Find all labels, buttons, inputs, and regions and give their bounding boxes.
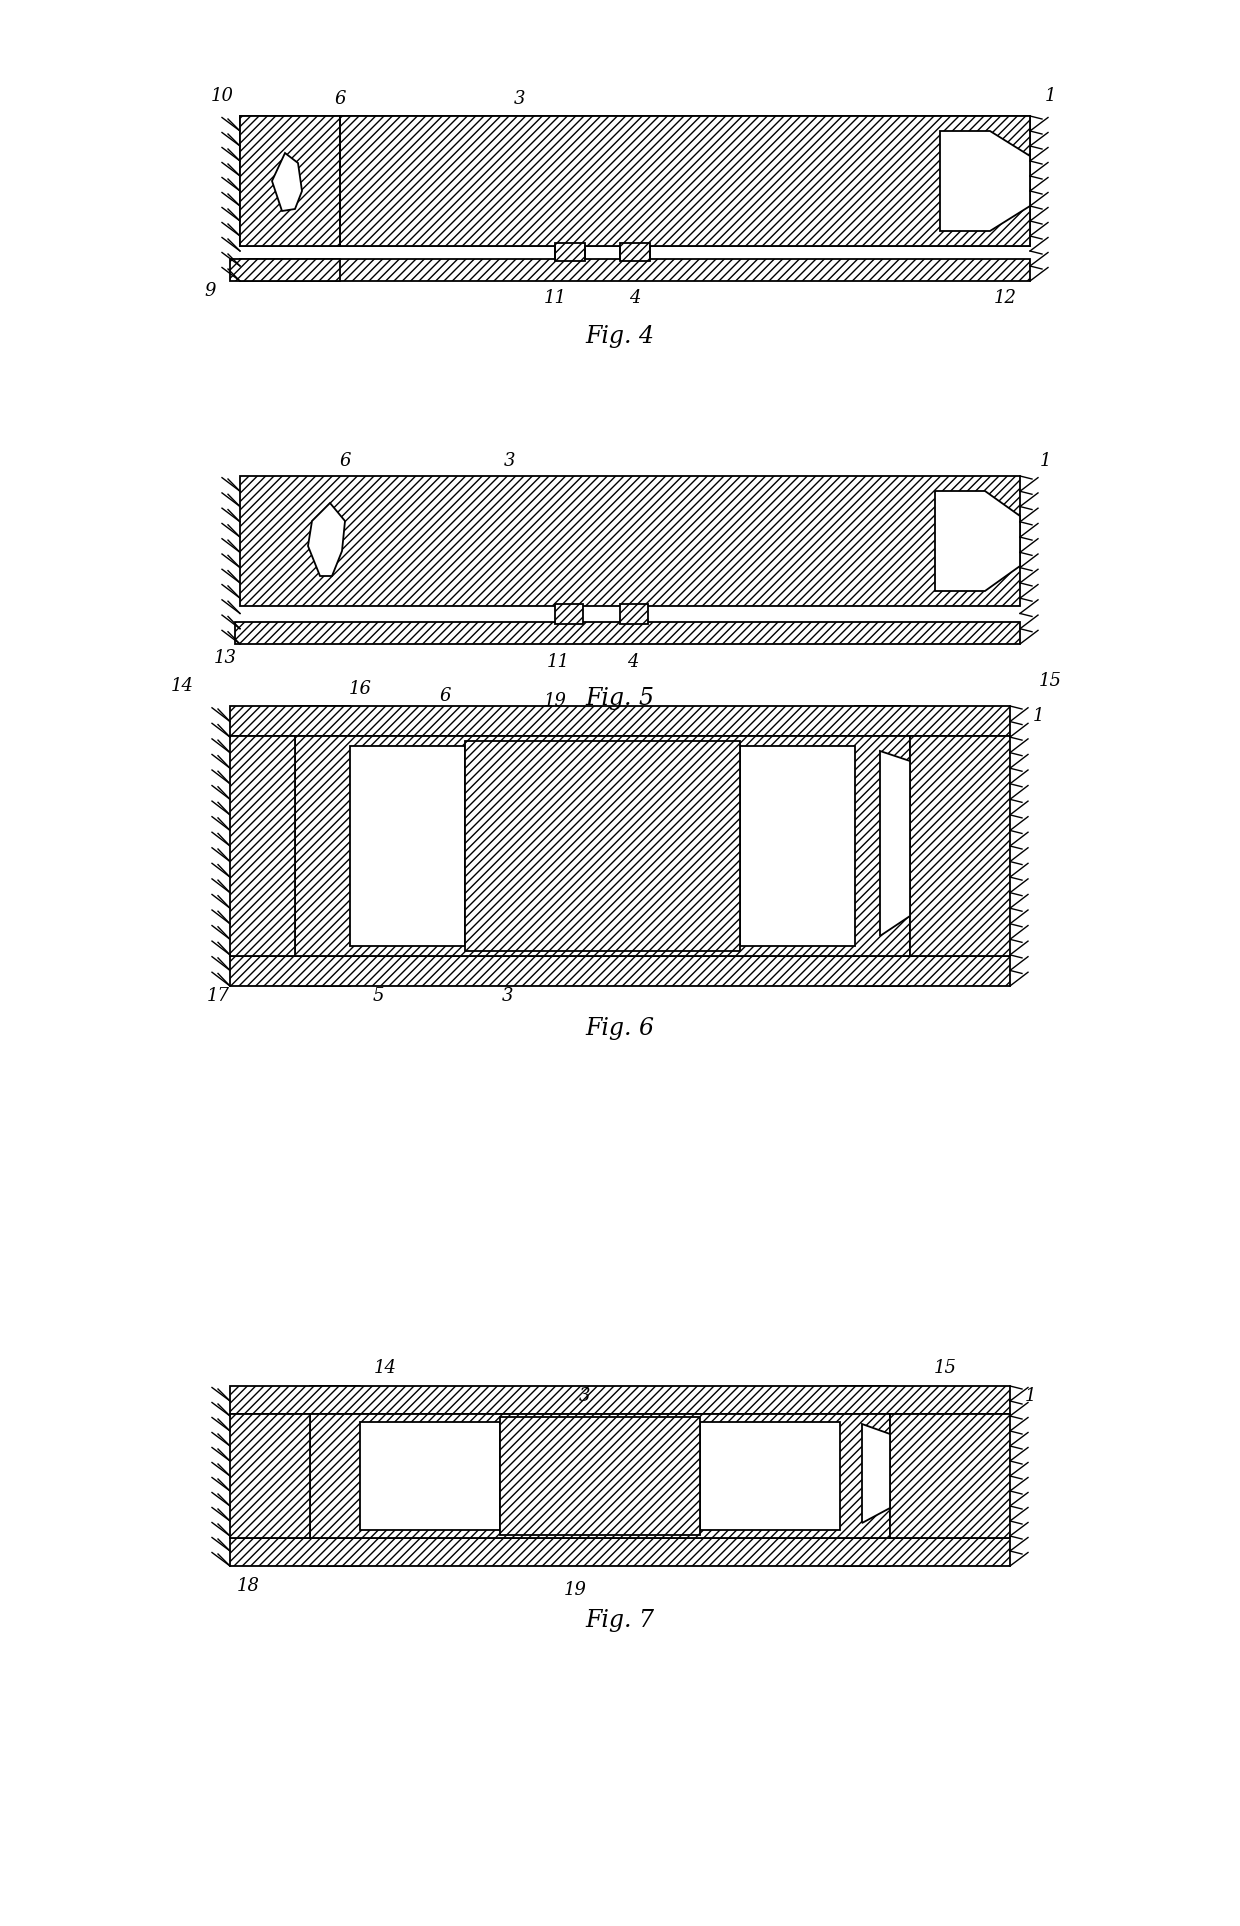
Bar [500,1418,701,1535]
Text: 10: 10 [211,87,233,106]
Text: 11: 11 [547,653,569,670]
Bar [241,116,340,247]
Text: 19: 19 [563,1581,587,1599]
Polygon shape [880,751,910,936]
Bar [229,955,1011,986]
Polygon shape [272,152,303,212]
Bar [229,736,295,955]
Bar [241,476,1021,607]
Bar [229,1414,310,1539]
Bar [350,745,465,946]
Text: 14: 14 [373,1360,397,1377]
Bar [360,1421,500,1529]
Bar [229,1387,1011,1414]
Bar [229,707,1011,736]
Text: 19: 19 [543,691,567,711]
Text: 1: 1 [1044,87,1055,106]
Polygon shape [862,1423,890,1523]
Text: 6: 6 [340,453,351,470]
Text: 13: 13 [213,649,237,666]
Bar [839,1387,890,1566]
Text: 18: 18 [237,1577,259,1595]
Bar [556,243,585,262]
Polygon shape [940,131,1030,231]
Bar [340,116,1030,247]
Bar [229,258,340,281]
Text: 15: 15 [934,1360,956,1377]
Text: 4: 4 [629,289,641,306]
Bar [310,1414,890,1539]
Text: 3: 3 [505,453,516,470]
Text: 4: 4 [627,653,639,670]
Text: 1: 1 [1039,453,1050,470]
Bar [620,243,650,262]
Text: Fig. 5: Fig. 5 [585,686,655,709]
Bar [740,745,856,946]
Text: 16: 16 [348,680,372,697]
Bar [910,736,1011,955]
Text: 11: 11 [543,289,567,306]
Bar [295,736,910,955]
Bar [701,1421,839,1529]
Bar [856,707,910,986]
Text: 6: 6 [335,91,346,108]
Polygon shape [308,503,345,576]
Text: 14: 14 [171,678,193,695]
Polygon shape [935,491,1021,591]
Bar [620,605,649,624]
Text: 3: 3 [515,91,526,108]
Bar [241,116,1030,247]
Bar [890,1414,1011,1539]
Text: 1: 1 [1024,1387,1035,1404]
Text: Fig. 4: Fig. 4 [585,324,655,347]
Text: 17: 17 [207,986,229,1005]
Bar [229,1539,1011,1566]
Bar [556,605,583,624]
Text: 3: 3 [579,1387,590,1404]
Bar [241,258,1030,281]
Text: Fig. 7: Fig. 7 [585,1610,655,1633]
Bar [236,622,1021,643]
Text: 5: 5 [372,986,383,1005]
Text: 1: 1 [1032,707,1044,724]
Bar [310,1387,360,1566]
Text: 3: 3 [502,986,513,1005]
Bar [295,707,350,986]
Text: 12: 12 [993,289,1017,306]
Text: 9: 9 [205,281,216,300]
Bar [465,742,740,951]
Text: Fig. 6: Fig. 6 [585,1017,655,1040]
Text: 6: 6 [439,688,451,705]
Text: 15: 15 [1039,672,1061,690]
